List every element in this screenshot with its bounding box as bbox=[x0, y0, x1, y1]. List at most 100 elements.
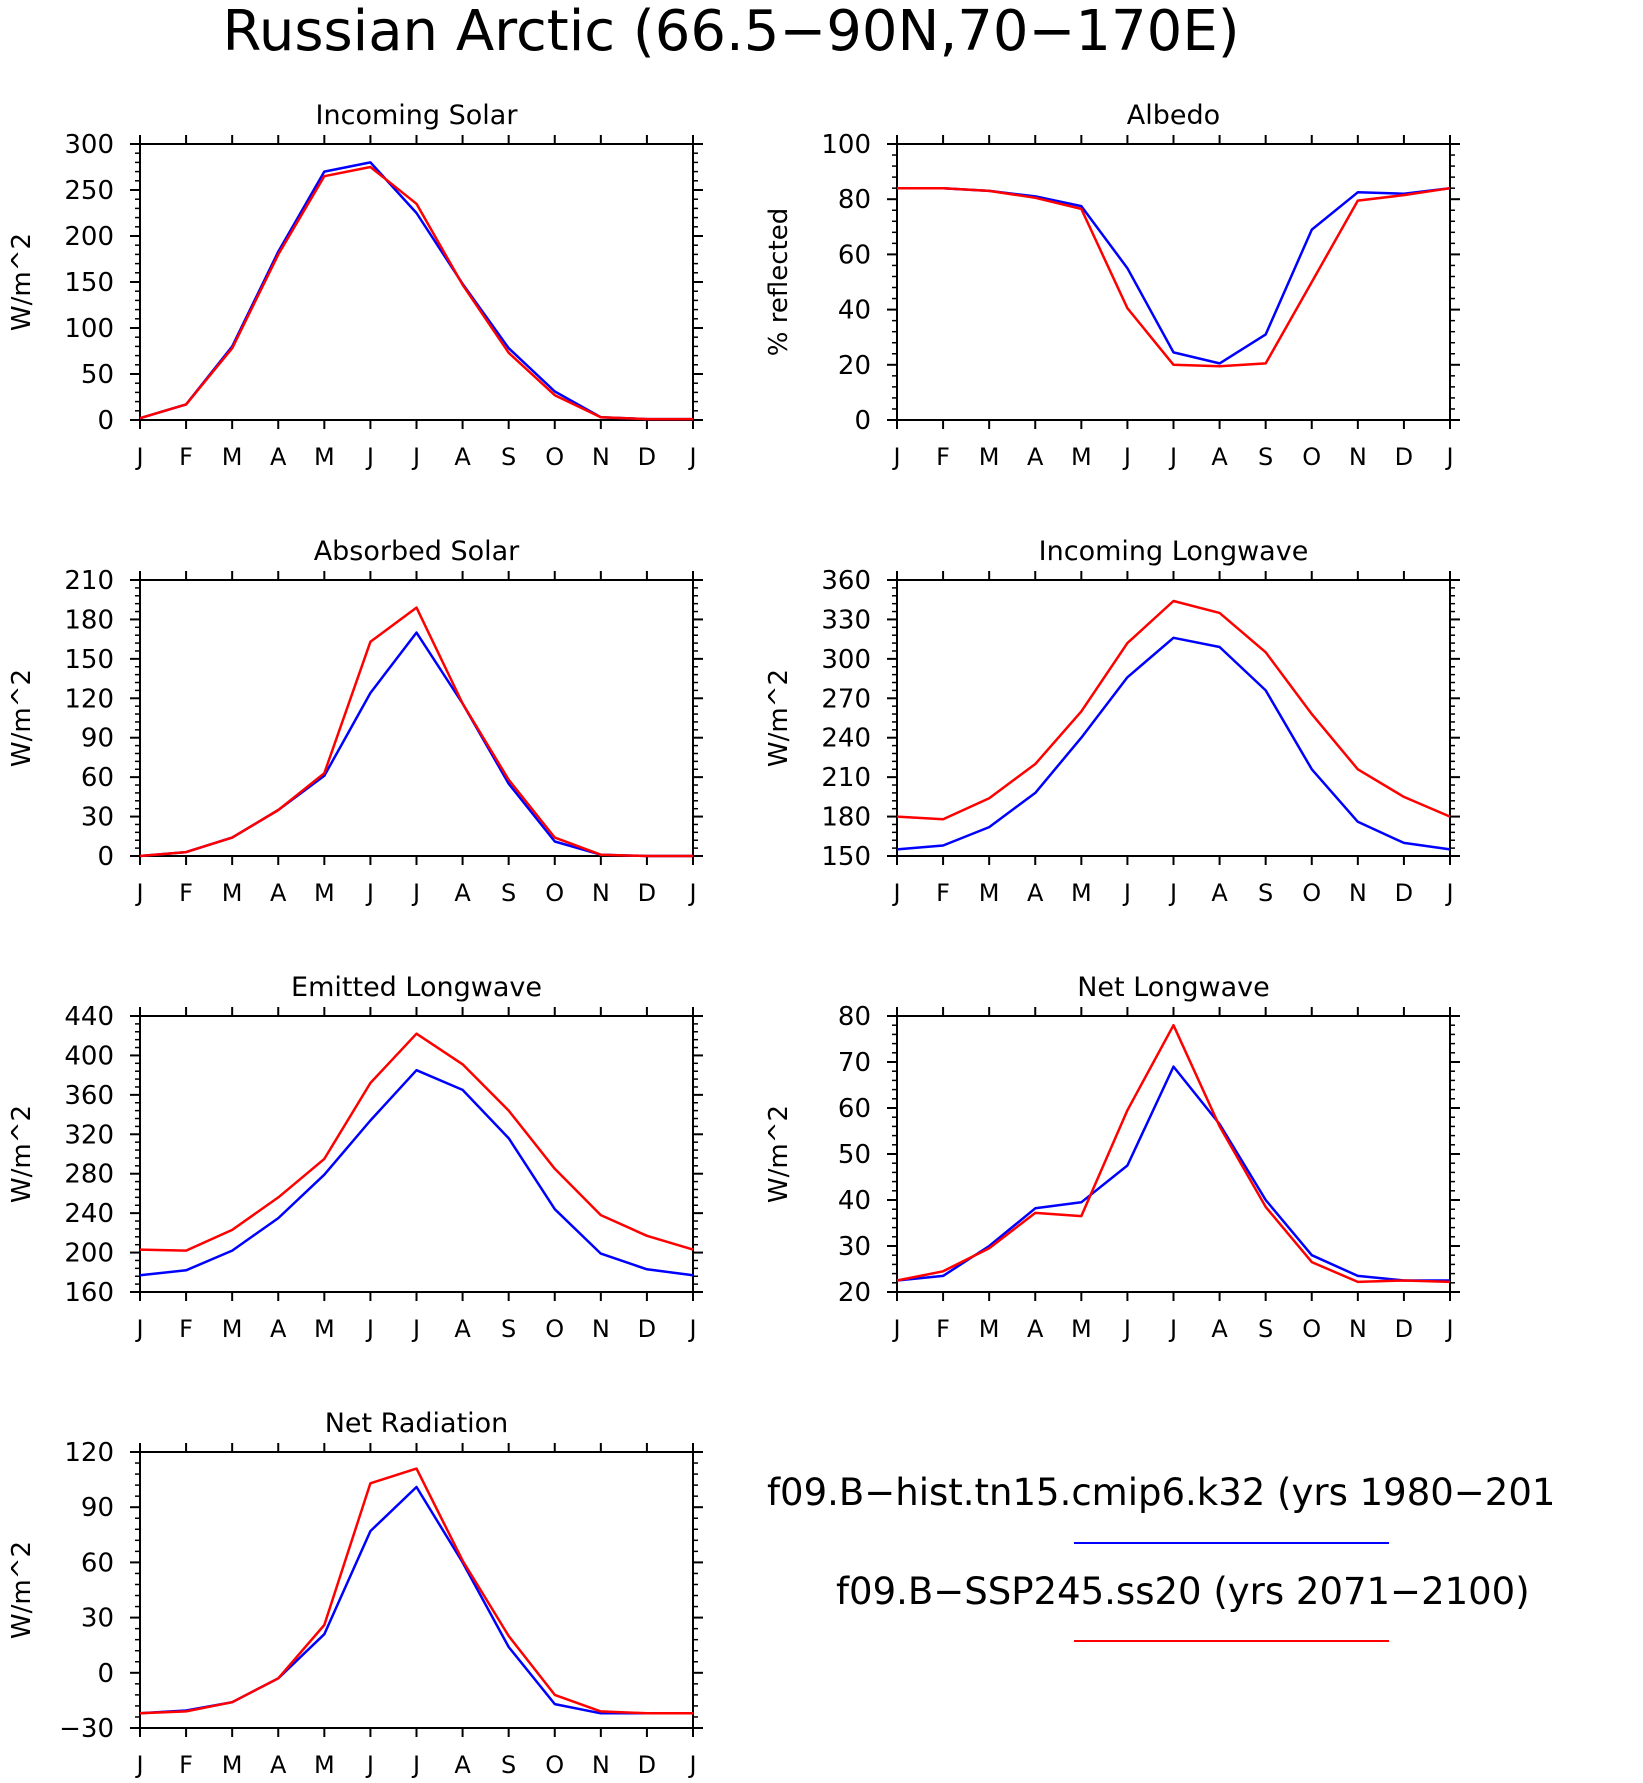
y-axis-label: W/m^2 bbox=[7, 233, 37, 331]
x-tick-label: J bbox=[411, 1315, 420, 1343]
y-tick-label: 210 bbox=[821, 763, 871, 793]
y-tick-label: 30 bbox=[838, 1232, 871, 1262]
y-tick-label: 270 bbox=[821, 684, 871, 714]
x-tick-label: D bbox=[638, 443, 656, 471]
y-tick-label: 200 bbox=[64, 222, 114, 252]
y-tick-label: 210 bbox=[64, 566, 114, 596]
x-tick-label: J bbox=[1122, 879, 1131, 907]
series-line-ssp245 bbox=[896, 599, 1451, 821]
y-tick-label: 120 bbox=[64, 684, 114, 714]
x-tick-label: D bbox=[638, 879, 656, 907]
y-tick-label: 80 bbox=[838, 185, 871, 215]
x-tick-label: J bbox=[1444, 1315, 1453, 1343]
y-tick-label: 240 bbox=[64, 1199, 114, 1229]
y-tick-label: 240 bbox=[821, 724, 871, 754]
panel-title: Incoming Solar bbox=[316, 100, 519, 131]
x-tick-label: O bbox=[545, 879, 564, 907]
x-tick-label: J bbox=[687, 443, 696, 471]
y-tick-label: 100 bbox=[821, 130, 871, 160]
x-tick-label: F bbox=[179, 1315, 193, 1343]
series-line-hist bbox=[896, 636, 1451, 851]
y-tick-label: 180 bbox=[64, 605, 114, 635]
y-tick-label: 300 bbox=[64, 130, 114, 160]
x-tick-label: D bbox=[1395, 1315, 1413, 1343]
series-line-ssp245 bbox=[139, 165, 693, 421]
y-tick-label: 60 bbox=[81, 763, 114, 793]
x-tick-label: A bbox=[270, 879, 287, 907]
y-tick-label: 440 bbox=[64, 1002, 114, 1032]
x-tick-label: M bbox=[979, 879, 1000, 907]
panel-title: Albedo bbox=[1127, 100, 1220, 131]
x-tick-label: J bbox=[134, 1751, 143, 1779]
x-tick-label: O bbox=[1302, 443, 1321, 471]
x-tick-label: O bbox=[545, 1315, 564, 1343]
y-tick-label: 150 bbox=[64, 268, 114, 298]
y-tick-label: 120 bbox=[64, 1438, 114, 1468]
y-tick-label: 40 bbox=[838, 296, 871, 326]
plot-frame bbox=[139, 579, 694, 857]
x-tick-label: J bbox=[134, 443, 143, 471]
y-tick-label: 60 bbox=[81, 1548, 114, 1578]
x-tick-label: M bbox=[1071, 443, 1092, 471]
plot-frame bbox=[896, 143, 1451, 421]
panel-incoming-solar: J F M A M J J A S O N D J050100150200250300Incoming … bbox=[7, 100, 703, 471]
x-tick-label: A bbox=[270, 1315, 287, 1343]
y-tick-label: 50 bbox=[81, 360, 114, 390]
x-tick-label: A bbox=[454, 1315, 471, 1343]
x-tick-label: O bbox=[545, 443, 564, 471]
series-line-hist bbox=[139, 1068, 694, 1277]
y-tick-label: 100 bbox=[64, 314, 114, 344]
series-line-hist bbox=[139, 1485, 693, 1715]
y-tick-label: 20 bbox=[838, 351, 871, 381]
panels: J F M A M J J A S O N D J050100150200250300Incoming … bbox=[7, 100, 1460, 1779]
x-tick-label: M bbox=[222, 879, 243, 907]
x-tick-label: M bbox=[314, 879, 335, 907]
x-tick-label: J bbox=[411, 879, 420, 907]
legend: f09.B−hist.tn15.cmip6.k32 (yrs 1980−201 … bbox=[767, 1471, 1555, 1642]
x-tick-label: J bbox=[1444, 443, 1453, 471]
y-axis-label: W/m^2 bbox=[7, 669, 37, 767]
y-tick-label: 30 bbox=[81, 803, 114, 833]
y-tick-label: 0 bbox=[97, 406, 114, 436]
series-line-hist bbox=[896, 1065, 1450, 1282]
x-tick-label: A bbox=[1027, 443, 1044, 471]
x-tick-label: O bbox=[1302, 1315, 1321, 1343]
x-tick-label: F bbox=[179, 443, 193, 471]
x-tick-label: A bbox=[270, 1751, 287, 1779]
x-tick-label: S bbox=[1258, 443, 1273, 471]
y-tick-label: 0 bbox=[97, 1659, 114, 1689]
panel-incoming-longwave: J F M A M J J A S O N D J150180210240270300330360Inc… bbox=[764, 536, 1460, 907]
x-tick-label: J bbox=[687, 1751, 696, 1779]
x-tick-label: D bbox=[1395, 879, 1413, 907]
y-tick-label: 330 bbox=[821, 605, 871, 635]
x-tick-label: A bbox=[1027, 879, 1044, 907]
x-tick-label: J bbox=[1444, 879, 1453, 907]
plot-frame bbox=[139, 1015, 694, 1293]
x-tick-label: D bbox=[638, 1751, 656, 1779]
x-tick-label: A bbox=[454, 879, 471, 907]
x-tick-label: J bbox=[1122, 1315, 1131, 1343]
x-tick-label: N bbox=[592, 1315, 610, 1343]
panel-title: Net Longwave bbox=[1077, 972, 1270, 1003]
y-tick-label: 150 bbox=[821, 842, 871, 872]
figure-title: Russian Arctic (66.5−90N,70−170E) bbox=[222, 0, 1239, 64]
x-tick-label: M bbox=[222, 1315, 243, 1343]
x-tick-label: A bbox=[1211, 1315, 1228, 1343]
panel-title: Absorbed Solar bbox=[314, 536, 520, 567]
x-tick-label: M bbox=[1071, 1315, 1092, 1343]
x-tick-label: S bbox=[1258, 1315, 1273, 1343]
series-line-ssp245 bbox=[897, 186, 1451, 368]
y-tick-label: 30 bbox=[81, 1604, 114, 1634]
x-tick-label: S bbox=[1258, 879, 1273, 907]
x-tick-label: S bbox=[501, 443, 516, 471]
x-tick-label: J bbox=[365, 1751, 374, 1779]
y-axis-label: W/m^2 bbox=[764, 1105, 794, 1203]
y-tick-label: 250 bbox=[64, 176, 114, 206]
plot-frame bbox=[139, 1451, 694, 1729]
x-tick-label: J bbox=[1168, 1315, 1177, 1343]
x-tick-label: D bbox=[638, 1315, 656, 1343]
y-tick-label: 70 bbox=[838, 1048, 871, 1078]
y-axis-label: W/m^2 bbox=[764, 669, 794, 767]
